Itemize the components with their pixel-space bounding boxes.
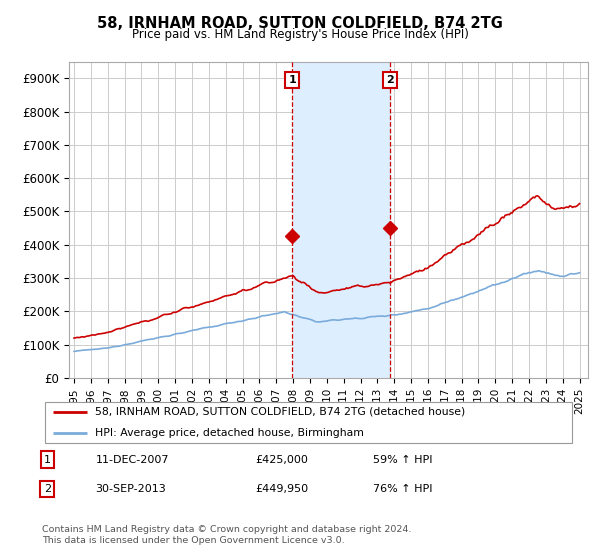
Text: HPI: Average price, detached house, Birmingham: HPI: Average price, detached house, Birm…: [95, 428, 364, 438]
Text: £425,000: £425,000: [256, 455, 308, 465]
Text: Price paid vs. HM Land Registry's House Price Index (HPI): Price paid vs. HM Land Registry's House …: [131, 28, 469, 41]
Text: 58, IRNHAM ROAD, SUTTON COLDFIELD, B74 2TG (detached house): 58, IRNHAM ROAD, SUTTON COLDFIELD, B74 2…: [95, 407, 466, 417]
FancyBboxPatch shape: [44, 402, 572, 443]
Text: 58, IRNHAM ROAD, SUTTON COLDFIELD, B74 2TG: 58, IRNHAM ROAD, SUTTON COLDFIELD, B74 2…: [97, 16, 503, 31]
Text: 1: 1: [44, 455, 51, 465]
Text: Contains HM Land Registry data © Crown copyright and database right 2024.
This d: Contains HM Land Registry data © Crown c…: [42, 525, 412, 545]
Text: 59% ↑ HPI: 59% ↑ HPI: [373, 455, 433, 465]
Text: 76% ↑ HPI: 76% ↑ HPI: [373, 484, 433, 494]
Text: 2: 2: [386, 75, 394, 85]
Text: 2: 2: [44, 484, 51, 494]
Text: 30-SEP-2013: 30-SEP-2013: [95, 484, 166, 494]
Text: 11-DEC-2007: 11-DEC-2007: [95, 455, 169, 465]
Text: 1: 1: [289, 75, 296, 85]
Text: £449,950: £449,950: [256, 484, 309, 494]
